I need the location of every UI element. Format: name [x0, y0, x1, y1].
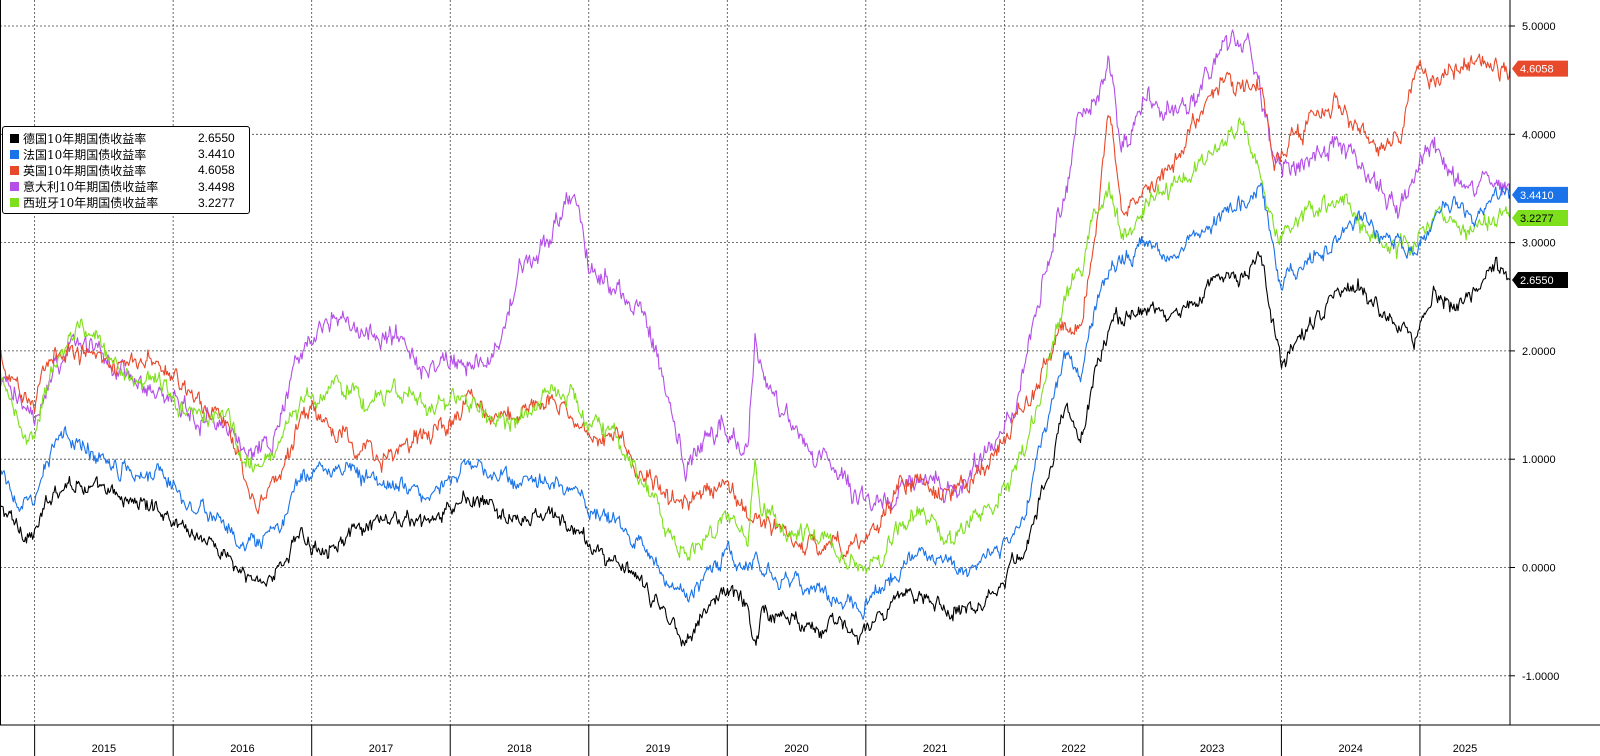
- end-value-label: 3.2277: [1520, 213, 1554, 225]
- y-tick-label: 2.0000: [1522, 346, 1556, 358]
- legend-item: 德国10年期国债收益率 2.6550: [10, 130, 249, 146]
- x-tick-label: 2018: [507, 743, 531, 755]
- end-value-label: 2.6550: [1520, 275, 1554, 287]
- legend-item: 意大利10年期国债收益率 3.4498: [10, 179, 249, 195]
- end-value-tag: 2.6550: [1512, 271, 1568, 288]
- grid: [0, 0, 1510, 725]
- y-tick-label: 3.0000: [1522, 238, 1556, 250]
- series-layer: [0, 29, 1511, 647]
- end-labels: 2.6550 3.4410 4.6058 3.2277: [1512, 60, 1568, 288]
- x-tick-label: 2023: [1200, 743, 1224, 755]
- x-tick-label: 2017: [369, 743, 393, 755]
- x-tick-label: 2025: [1453, 743, 1477, 755]
- series-line: [0, 250, 1511, 647]
- end-value-label: 3.4410: [1520, 190, 1554, 202]
- legend: 德国10年期国债收益率 2.6550 法国10年期国债收益率 3.4410 英国…: [2, 126, 250, 214]
- legend-swatch: [10, 198, 19, 208]
- series-line: [0, 29, 1511, 512]
- end-value-tag-bg: [1512, 209, 1568, 226]
- y-tick-label: 5.0000: [1522, 21, 1556, 33]
- x-tick-label: 2021: [923, 743, 947, 755]
- series-line: [0, 53, 1511, 560]
- legend-value: 3.4410: [198, 147, 235, 162]
- legend-item: 英国10年期国债收益率 4.6058: [10, 162, 249, 178]
- legend-value: 3.4498: [198, 179, 235, 194]
- end-value-tag-bg: [1512, 186, 1568, 203]
- end-value-tag: 3.2277: [1512, 209, 1568, 226]
- legend-value: 2.6550: [198, 131, 235, 146]
- legend-label: 西班牙10年期国债收益率: [23, 196, 159, 211]
- y-tick-label: 0.0000: [1522, 563, 1556, 575]
- x-tick-label: 2019: [646, 743, 670, 755]
- x-tick-label: 2016: [230, 743, 254, 755]
- legend-value: 3.2277: [198, 195, 235, 210]
- legend-item: 西班牙10年期国债收益率 3.2277: [10, 195, 249, 211]
- legend-swatch: [10, 182, 19, 192]
- legend-swatch: [10, 149, 19, 159]
- x-tick-label: 2020: [784, 743, 808, 755]
- legend-item: 法国10年期国债收益率 3.4410: [10, 146, 249, 162]
- end-value-label: 4.6058: [1520, 64, 1554, 76]
- end-value-tag: 4.6058: [1512, 60, 1568, 77]
- y-tick-label: 4.0000: [1522, 129, 1556, 141]
- end-value-tag-bg: [1512, 60, 1568, 77]
- legend-label: 意大利10年期国债收益率: [23, 180, 159, 195]
- x-tick-label: 2022: [1061, 743, 1085, 755]
- legend-label: 法国10年期国债收益率: [23, 147, 147, 162]
- legend-label: 德国10年期国债收益率: [23, 131, 147, 146]
- end-value-tag: 3.4410: [1512, 186, 1568, 203]
- legend-label: 英国10年期国债收益率: [23, 163, 147, 178]
- legend-swatch: [10, 133, 19, 143]
- legend-value: 4.6058: [198, 163, 235, 178]
- y-tick-label: 1.0000: [1522, 454, 1556, 466]
- x-tick-label: 2015: [92, 743, 116, 755]
- end-value-tag-bg: [1512, 271, 1568, 288]
- x-tick-label: 2024: [1338, 743, 1362, 755]
- y-tick-label: -1.0000: [1522, 671, 1559, 683]
- legend-swatch: [10, 165, 19, 175]
- series-line: [0, 182, 1511, 620]
- series-line: [0, 117, 1511, 574]
